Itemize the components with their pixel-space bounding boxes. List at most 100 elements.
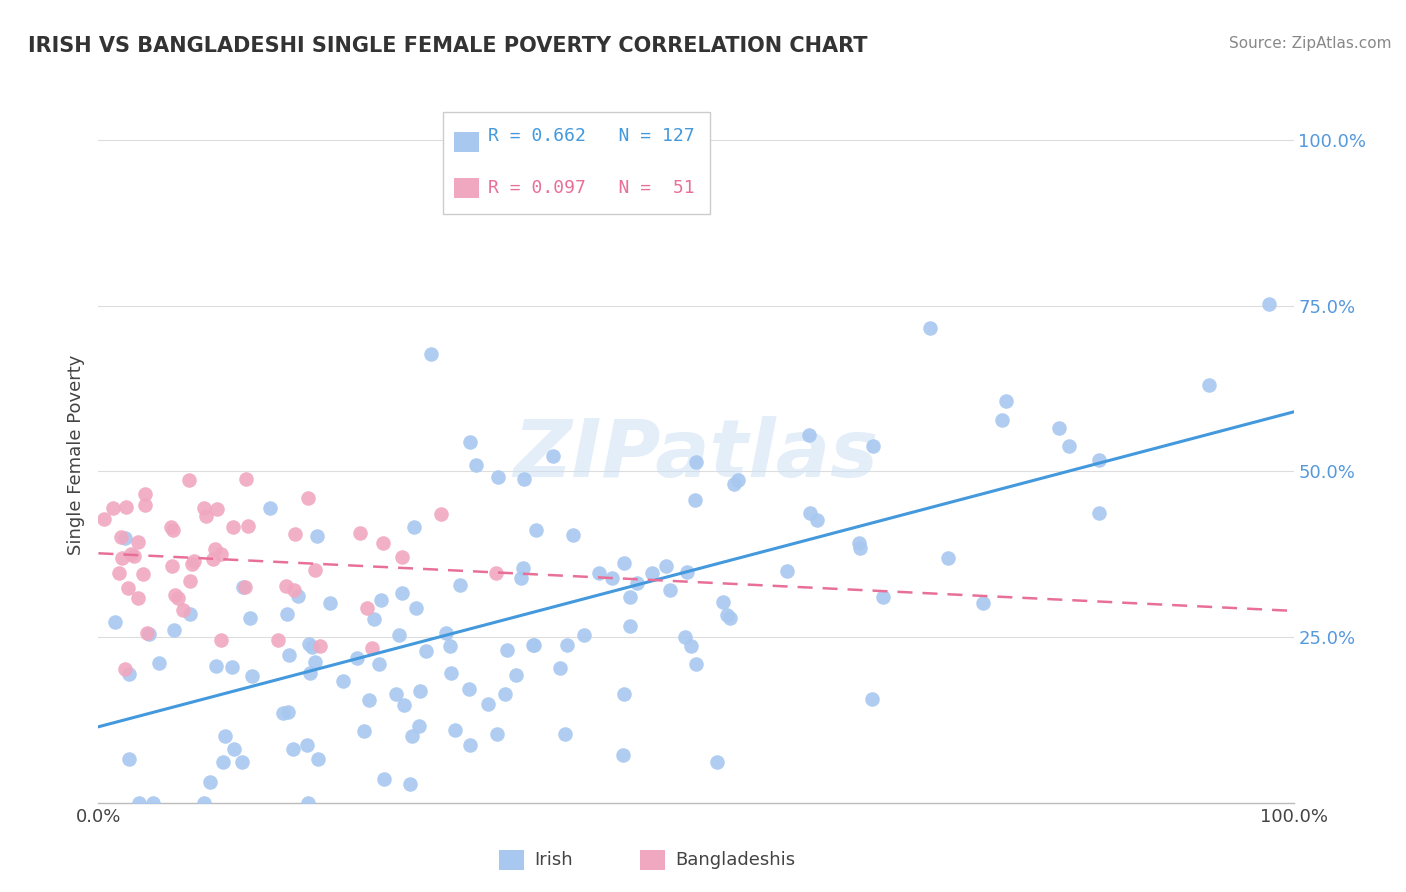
Point xyxy=(994,393,1017,408)
Point xyxy=(727,473,749,487)
Point xyxy=(160,558,183,573)
Point xyxy=(307,752,329,766)
Point xyxy=(626,575,648,590)
Point xyxy=(918,321,941,335)
Point xyxy=(1198,377,1220,392)
Point xyxy=(494,687,516,701)
Point xyxy=(179,607,201,621)
Point xyxy=(283,583,305,598)
Point xyxy=(236,519,259,533)
Text: R = 0.662   N = 127: R = 0.662 N = 127 xyxy=(488,128,695,145)
Point xyxy=(408,719,430,733)
Point xyxy=(295,738,318,752)
Point xyxy=(127,535,149,549)
Point xyxy=(224,742,246,756)
Point xyxy=(401,729,423,743)
Point xyxy=(304,655,326,669)
Point xyxy=(201,552,224,566)
Point xyxy=(612,747,634,762)
Point xyxy=(409,684,432,698)
Point xyxy=(370,593,392,607)
Point xyxy=(162,523,184,537)
Point xyxy=(405,601,427,615)
Point xyxy=(128,796,150,810)
Point xyxy=(319,597,342,611)
Point xyxy=(373,772,395,787)
Point xyxy=(371,535,394,549)
Point xyxy=(477,698,499,712)
Point xyxy=(659,582,682,597)
Point xyxy=(117,582,139,596)
Point xyxy=(124,549,146,564)
Point xyxy=(274,579,297,593)
Point xyxy=(679,639,702,653)
Y-axis label: Single Female Poverty: Single Female Poverty xyxy=(66,355,84,555)
Point xyxy=(160,520,183,534)
Point xyxy=(522,638,544,652)
Point xyxy=(298,637,321,651)
Point xyxy=(195,508,218,523)
Point xyxy=(391,550,413,565)
Point xyxy=(271,706,294,720)
Point xyxy=(353,724,375,739)
Point xyxy=(148,656,170,670)
Point xyxy=(799,506,821,520)
Point xyxy=(524,523,547,537)
Text: ZIPatlas: ZIPatlas xyxy=(513,416,879,494)
Point xyxy=(221,659,243,673)
Point xyxy=(613,556,636,570)
Point xyxy=(685,455,707,469)
Point xyxy=(430,507,453,521)
Point xyxy=(718,611,741,625)
Point xyxy=(392,698,415,713)
Text: Source: ZipAtlas.com: Source: ZipAtlas.com xyxy=(1229,36,1392,51)
Point xyxy=(557,638,579,652)
Point xyxy=(138,626,160,640)
Point xyxy=(142,796,165,810)
Point xyxy=(465,458,488,472)
Point xyxy=(357,693,380,707)
Point xyxy=(991,413,1014,427)
Point xyxy=(458,738,481,752)
Point xyxy=(572,628,595,642)
Point xyxy=(554,726,576,740)
Point xyxy=(307,529,329,543)
Point xyxy=(523,638,546,652)
Point xyxy=(212,755,235,769)
Point xyxy=(346,650,368,665)
Point xyxy=(332,673,354,688)
Point xyxy=(267,633,290,648)
Point xyxy=(278,648,301,662)
Point xyxy=(181,558,204,572)
Point xyxy=(356,601,378,615)
Text: IRISH VS BANGLADESHI SINGLE FEMALE POVERTY CORRELATION CHART: IRISH VS BANGLADESHI SINGLE FEMALE POVER… xyxy=(28,36,868,55)
Point xyxy=(299,665,322,680)
Text: R = 0.097   N =  51: R = 0.097 N = 51 xyxy=(488,179,695,197)
Point xyxy=(1088,452,1111,467)
Point xyxy=(613,687,636,701)
Point xyxy=(711,595,734,609)
Point xyxy=(134,498,156,512)
Point xyxy=(349,526,371,541)
Point xyxy=(277,705,299,719)
Point xyxy=(205,501,228,516)
Point xyxy=(120,547,142,561)
Point xyxy=(1258,296,1281,310)
Point xyxy=(172,603,194,617)
Point xyxy=(204,541,226,556)
Point xyxy=(301,640,323,654)
Point xyxy=(391,586,413,600)
Point xyxy=(1057,439,1080,453)
Point xyxy=(938,550,960,565)
Point xyxy=(588,566,610,581)
Point xyxy=(513,471,536,485)
Point xyxy=(163,623,186,637)
Point xyxy=(183,554,205,568)
Point xyxy=(108,566,131,580)
Point xyxy=(222,519,245,533)
Point xyxy=(541,449,564,463)
Point xyxy=(388,628,411,642)
Point xyxy=(284,527,307,541)
Point xyxy=(198,774,221,789)
Point xyxy=(862,438,884,452)
